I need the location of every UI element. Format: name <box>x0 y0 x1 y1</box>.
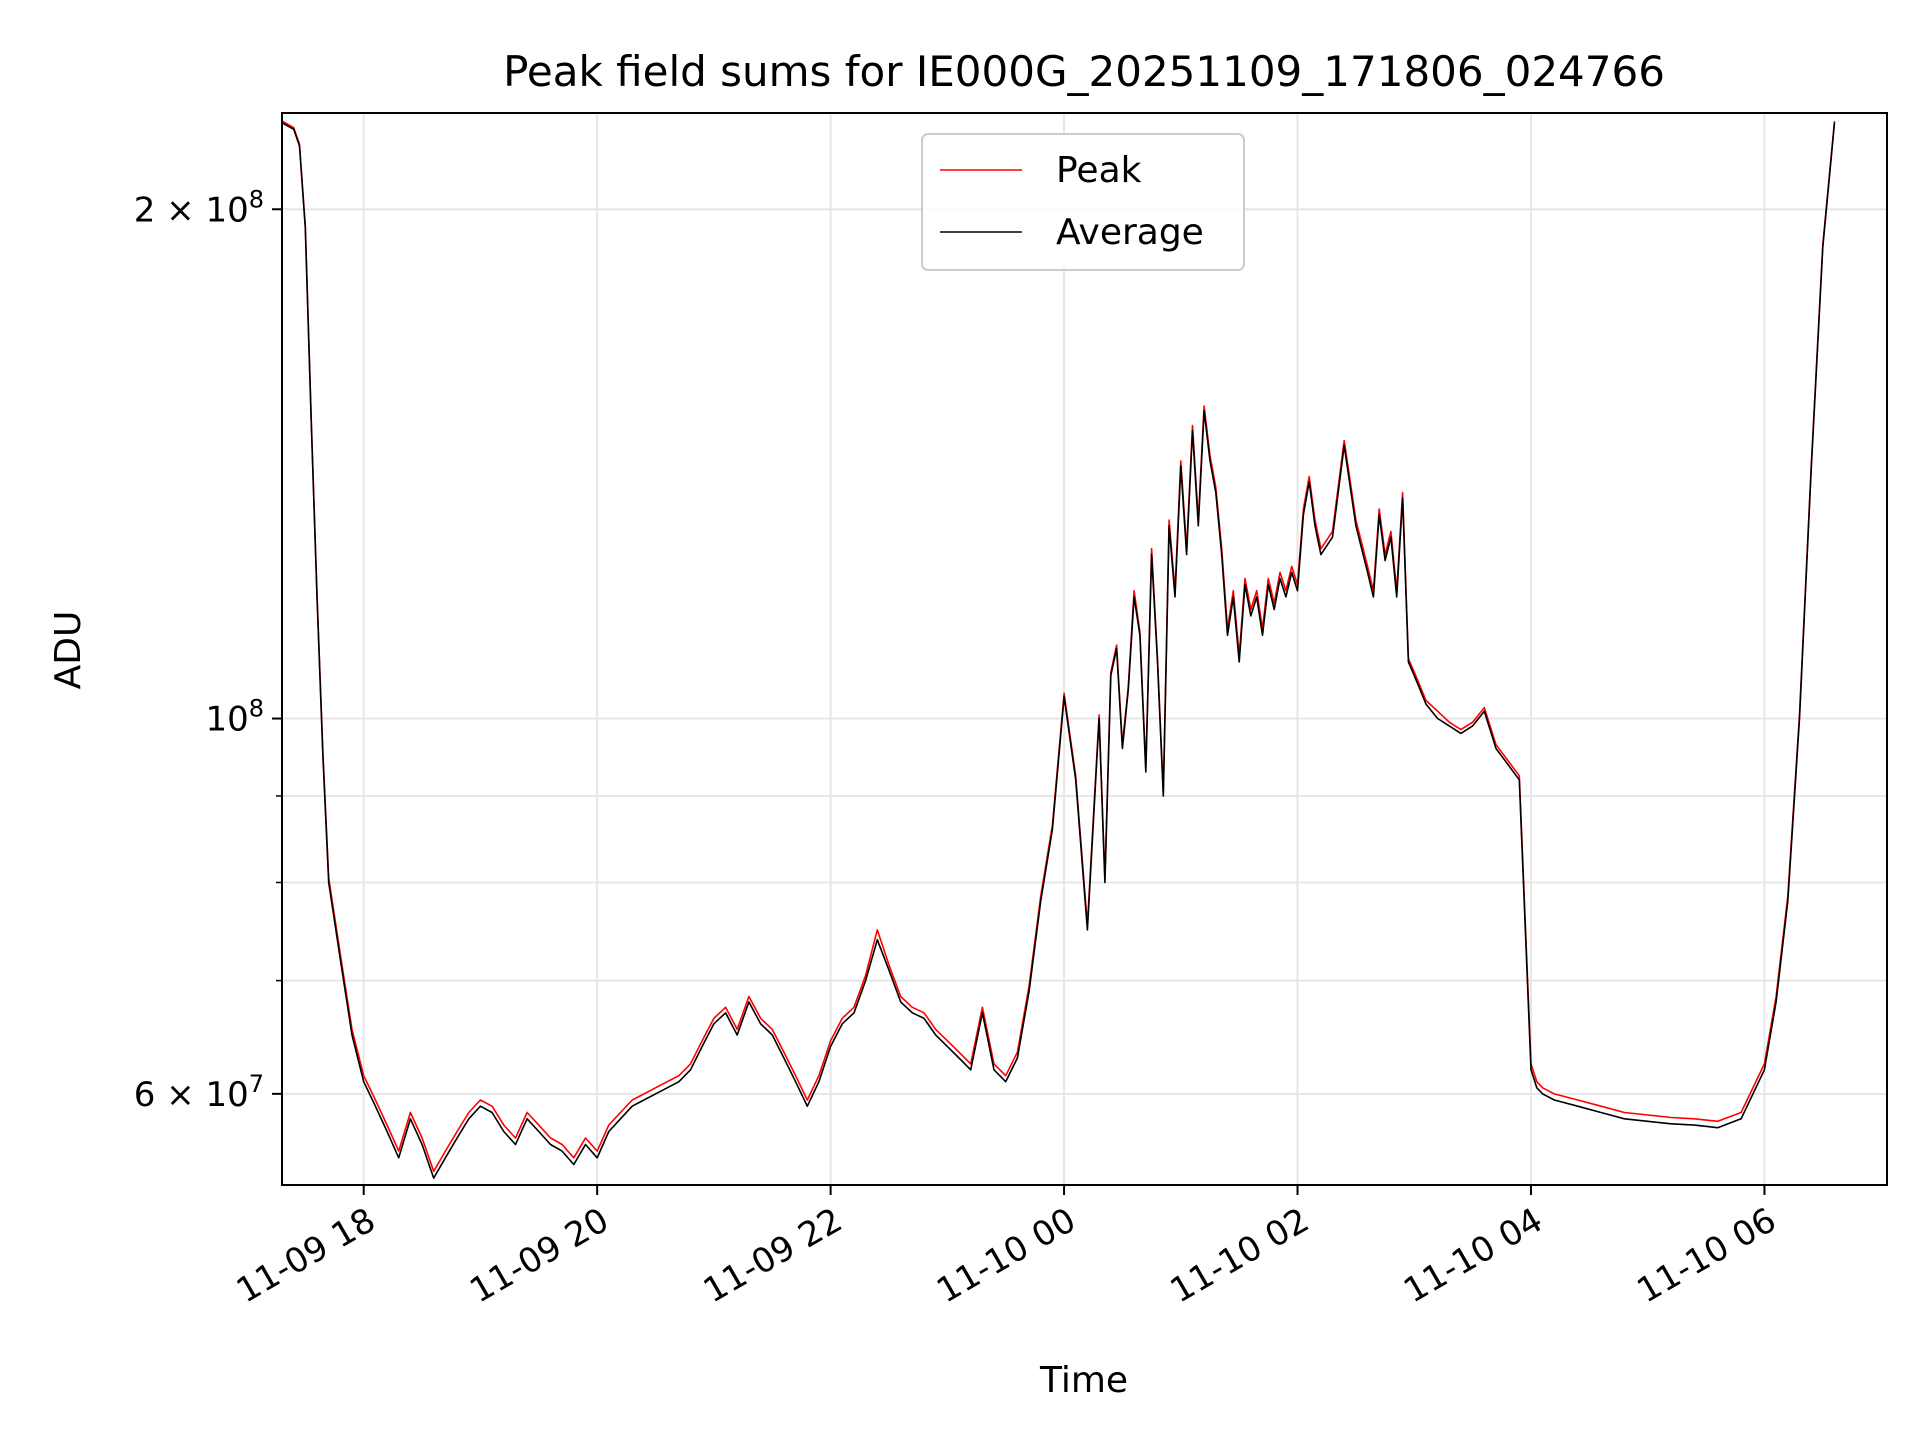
x-axis-label: Time <box>1039 1360 1128 1401</box>
y-tick-label: 108 <box>205 695 264 740</box>
y-axis-label: ADU <box>48 611 89 690</box>
legend: Peak Average <box>921 133 1245 271</box>
y-tick-label: 2 × 108 <box>134 185 264 230</box>
series-line-peak <box>281 120 1836 1173</box>
y-tick-label: 6 × 107 <box>134 1070 264 1115</box>
chart-title: Peak field sums for IE000G_20251109_1718… <box>503 47 1665 96</box>
legend-box <box>921 133 1245 271</box>
legend-peak-label: Peak <box>1056 150 1142 191</box>
legend-average-label: Average <box>1056 212 1204 253</box>
plot-series <box>281 120 1836 1179</box>
series-line-average <box>281 122 1836 1179</box>
plot-frame <box>281 112 1888 1186</box>
